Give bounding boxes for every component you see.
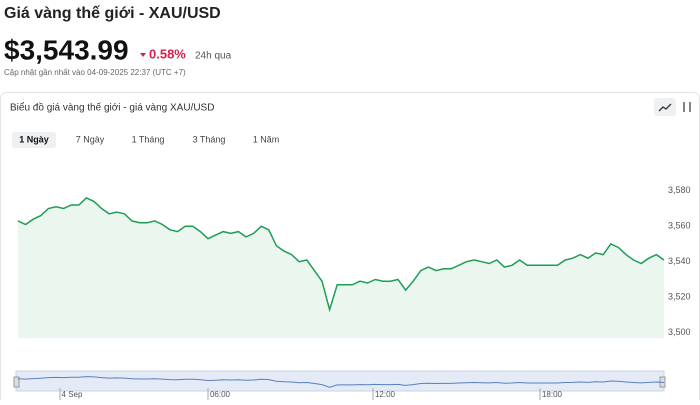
tab[interactable]: 3 Tháng [193, 134, 226, 144]
area [18, 197, 664, 338]
card-title: Biểu đồ giá vàng thế giới - giá vàng XAU… [10, 102, 214, 114]
navigator-line [17, 376, 665, 388]
y-tick-label: 3,500 [668, 327, 691, 337]
page-title: Giá vàng thế giới - XAU/USD [4, 5, 221, 22]
tab[interactable]: 1 Ngày [19, 134, 49, 144]
tab[interactable]: 1 Năm [253, 134, 280, 144]
price: $3,543.99 [4, 34, 129, 65]
y-tick-label: 3,580 [668, 185, 691, 195]
change: 0.58% [149, 46, 186, 61]
navigator-label: 4 Sep [62, 390, 83, 399]
period: 24h qua [195, 51, 232, 62]
line-icon-button[interactable] [654, 98, 676, 116]
active-tab-bg [12, 132, 56, 148]
price-line [17, 197, 665, 313]
updated: Cập nhật gần nhất vào 04-09-2025 22:37 (… [4, 68, 186, 77]
navigator-label: 06:00 [210, 390, 231, 399]
down-arrow [140, 53, 146, 57]
y-tick-label: 3,560 [668, 221, 691, 231]
navigator[interactable] [15, 370, 665, 392]
line-icon [658, 103, 672, 112]
candle-icon[interactable] [683, 102, 691, 112]
y-tick-label: 3,520 [668, 292, 691, 302]
navigator-label: 12:00 [375, 390, 396, 399]
navigator-handle[interactable] [13, 376, 20, 388]
tab[interactable]: 1 Tháng [132, 134, 165, 144]
y-tick-label: 3,540 [668, 256, 691, 266]
tab[interactable]: 7 Ngày [76, 134, 105, 144]
navigator-label: 18:00 [542, 390, 563, 399]
